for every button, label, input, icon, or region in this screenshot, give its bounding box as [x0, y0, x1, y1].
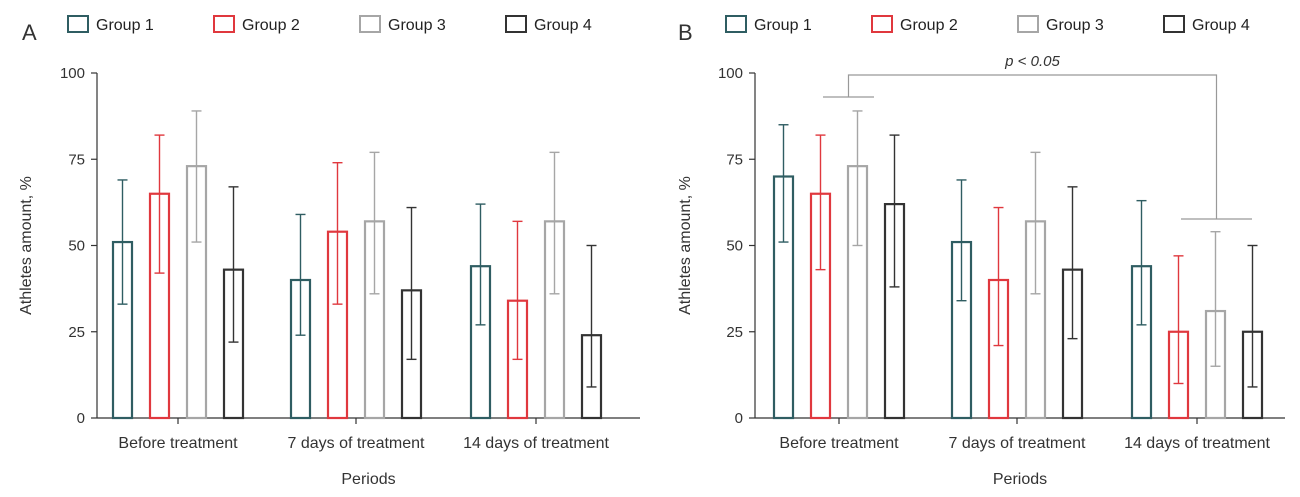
legend-label: Group 3: [388, 17, 446, 34]
y-tick-label: 50: [726, 238, 743, 255]
legend-swatch: [725, 15, 747, 33]
x-tick-label: 14 days of treatment: [1124, 435, 1270, 452]
y-tick-label: 75: [726, 151, 743, 168]
y-tick-label: 50: [68, 238, 85, 255]
x-tick-label: Before treatment: [779, 435, 899, 452]
x-tick-label: Before treatment: [118, 435, 238, 452]
legend-label: Group 4: [534, 17, 592, 34]
x-axis-title: Periods: [341, 471, 395, 488]
x-tick-label: 7 days of treatment: [949, 435, 1087, 452]
y-axis-title: Athletes amount, %: [677, 176, 694, 315]
significance-bracket: p < 0.05: [823, 53, 1252, 220]
legend-label: Group 4: [1192, 17, 1250, 34]
y-tick-label: 25: [68, 324, 85, 341]
legend-swatch: [67, 15, 89, 33]
legend-swatch: [213, 15, 235, 33]
x-tick-label: 7 days of treatment: [288, 435, 426, 452]
legend-label: Group 2: [242, 17, 300, 34]
y-tick-label: 100: [718, 65, 743, 82]
y-tick-label: 100: [60, 65, 85, 82]
bracket-connector: [847, 74, 1218, 219]
y-tick-label: 75: [68, 151, 85, 168]
y-tick-label: 25: [726, 324, 743, 341]
legend-label: Group 3: [1046, 17, 1104, 34]
legend-swatch: [871, 15, 893, 33]
legend-swatch: [1163, 15, 1185, 33]
legend-label: Group 1: [96, 17, 154, 34]
legend-swatch: [1017, 15, 1039, 33]
legend-swatch: [359, 15, 381, 33]
significance-label: p < 0.05: [1004, 53, 1060, 70]
y-tick-label: 0: [735, 410, 743, 427]
panel-label: B: [678, 20, 693, 45]
chart-panel-b: B Group 1 Group 2 Group 3 Group 4 0 25 50 75 100 A…: [677, 15, 1285, 488]
x-tick-label: 14 days of treatment: [463, 435, 609, 452]
legend-swatch: [505, 15, 527, 33]
chart-panel-a: A Group 1 Group 2 Group 3 Group 4 0 25 50 75 100 A…: [18, 15, 640, 488]
legend-label: Group 2: [900, 17, 958, 34]
y-axis-title: Athletes amount, %: [18, 176, 35, 315]
x-axis-title: Periods: [993, 471, 1047, 488]
legend-label: Group 1: [754, 17, 812, 34]
y-tick-label: 0: [77, 410, 85, 427]
panel-label: A: [22, 20, 37, 45]
